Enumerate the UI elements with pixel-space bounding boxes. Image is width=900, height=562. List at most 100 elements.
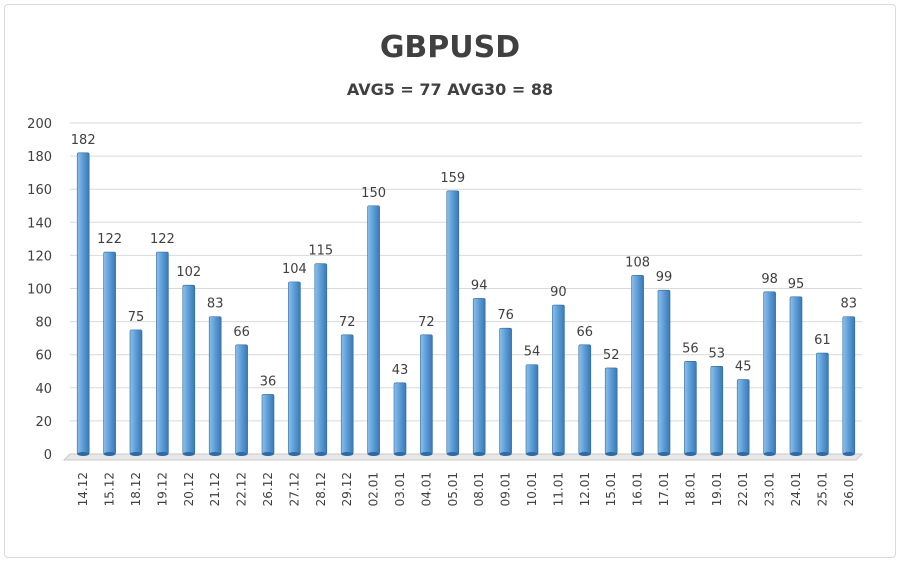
bar bbox=[552, 304, 565, 455]
bar bbox=[129, 329, 143, 455]
bar-base bbox=[710, 452, 723, 456]
bar bbox=[235, 344, 248, 455]
bar-base bbox=[763, 452, 776, 456]
bar-base bbox=[658, 452, 670, 456]
bar-base bbox=[842, 452, 855, 456]
bar-base bbox=[499, 452, 512, 456]
bar-base bbox=[182, 452, 195, 456]
bar bbox=[472, 298, 486, 455]
bar-base bbox=[473, 452, 486, 456]
bar bbox=[76, 152, 90, 455]
bar-base bbox=[790, 452, 802, 456]
x-tick-label: 22.01 bbox=[736, 472, 750, 506]
data-label: 45 bbox=[735, 360, 752, 375]
x-tick-label: 21.12 bbox=[208, 472, 222, 506]
data-label: 52 bbox=[603, 348, 620, 363]
data-label: 159 bbox=[440, 171, 465, 186]
x-tick-label: 28.12 bbox=[314, 472, 328, 506]
chart-subtitle: AVG5 = 77 AVG30 = 88 bbox=[346, 80, 554, 99]
data-label: 122 bbox=[97, 232, 122, 247]
bar bbox=[103, 251, 116, 455]
bar bbox=[446, 190, 460, 455]
x-tick-label: 11.01 bbox=[551, 472, 565, 506]
x-tick-label: 05.01 bbox=[446, 472, 460, 506]
bar bbox=[763, 291, 776, 455]
bar bbox=[367, 205, 380, 455]
y-tick-label: 80 bbox=[35, 316, 52, 331]
bar bbox=[420, 334, 433, 455]
x-tick-label: 26.01 bbox=[842, 472, 856, 506]
x-tick-label: 15.12 bbox=[103, 472, 117, 506]
bar bbox=[314, 263, 328, 455]
data-label: 150 bbox=[361, 186, 386, 201]
x-tick-label: 27.12 bbox=[287, 472, 301, 506]
bar-base bbox=[737, 452, 750, 456]
bar bbox=[842, 316, 856, 455]
bar bbox=[340, 334, 354, 455]
bar-base bbox=[446, 452, 459, 456]
data-label: 54 bbox=[524, 345, 541, 360]
data-label: 66 bbox=[577, 325, 594, 340]
bar bbox=[261, 394, 275, 455]
data-label: 99 bbox=[656, 270, 673, 285]
x-tick-label: 26.12 bbox=[261, 472, 275, 506]
bar-base bbox=[288, 452, 301, 456]
bar-base bbox=[367, 452, 380, 456]
bar-base bbox=[526, 452, 538, 456]
bar bbox=[156, 251, 169, 455]
bar bbox=[525, 364, 539, 455]
data-label: 122 bbox=[150, 232, 175, 247]
data-label: 36 bbox=[260, 374, 277, 389]
data-label: 61 bbox=[814, 333, 831, 348]
x-tick-label: 15.01 bbox=[604, 472, 618, 506]
bar-base bbox=[816, 452, 829, 456]
bar bbox=[288, 281, 301, 455]
bar bbox=[816, 352, 829, 455]
data-label: 66 bbox=[233, 325, 250, 340]
x-tick-label: 12.01 bbox=[578, 472, 592, 506]
x-tick-label: 23.01 bbox=[763, 472, 777, 506]
y-tick-label: 0 bbox=[44, 448, 52, 463]
data-label: 53 bbox=[709, 346, 726, 361]
y-tick-label: 180 bbox=[27, 150, 52, 165]
data-label: 83 bbox=[841, 297, 858, 312]
bar-base bbox=[77, 452, 90, 456]
bar-base bbox=[130, 452, 142, 456]
data-label: 108 bbox=[625, 255, 650, 270]
x-tick-label: 09.01 bbox=[499, 472, 513, 506]
y-tick-label: 60 bbox=[35, 349, 52, 364]
y-tick-label: 20 bbox=[35, 415, 52, 430]
x-tick-label: 19.12 bbox=[155, 472, 169, 506]
data-label: 90 bbox=[550, 285, 567, 300]
x-tick-label: 18.12 bbox=[129, 472, 143, 506]
bar bbox=[393, 382, 407, 455]
bar bbox=[710, 365, 724, 455]
data-label: 72 bbox=[339, 315, 356, 330]
x-tick-label: 19.01 bbox=[710, 472, 724, 506]
bar-base bbox=[156, 452, 169, 456]
bar bbox=[499, 327, 512, 455]
bar-base bbox=[578, 452, 591, 456]
x-tick-label: 02.01 bbox=[367, 472, 381, 506]
data-label: 75 bbox=[128, 310, 145, 325]
bar bbox=[736, 379, 750, 455]
chart-title: GBPUSD bbox=[379, 30, 521, 65]
y-tick-label: 120 bbox=[27, 249, 52, 264]
x-tick-label: 29.12 bbox=[340, 472, 354, 506]
bar bbox=[684, 361, 697, 455]
y-tick-label: 160 bbox=[27, 183, 52, 198]
x-tick-label: 18.01 bbox=[683, 472, 697, 506]
bar-base bbox=[235, 452, 248, 456]
data-label: 76 bbox=[497, 308, 514, 323]
x-tick-label: 03.01 bbox=[393, 472, 407, 506]
bar-base bbox=[262, 452, 274, 456]
bar bbox=[789, 296, 803, 455]
x-tick-label: 22.12 bbox=[235, 472, 249, 506]
data-label: 115 bbox=[308, 244, 333, 259]
data-label: 72 bbox=[418, 315, 435, 330]
bar bbox=[182, 284, 196, 455]
bar-base bbox=[394, 452, 406, 456]
y-tick-label: 100 bbox=[27, 283, 52, 298]
bar-base bbox=[684, 452, 697, 456]
